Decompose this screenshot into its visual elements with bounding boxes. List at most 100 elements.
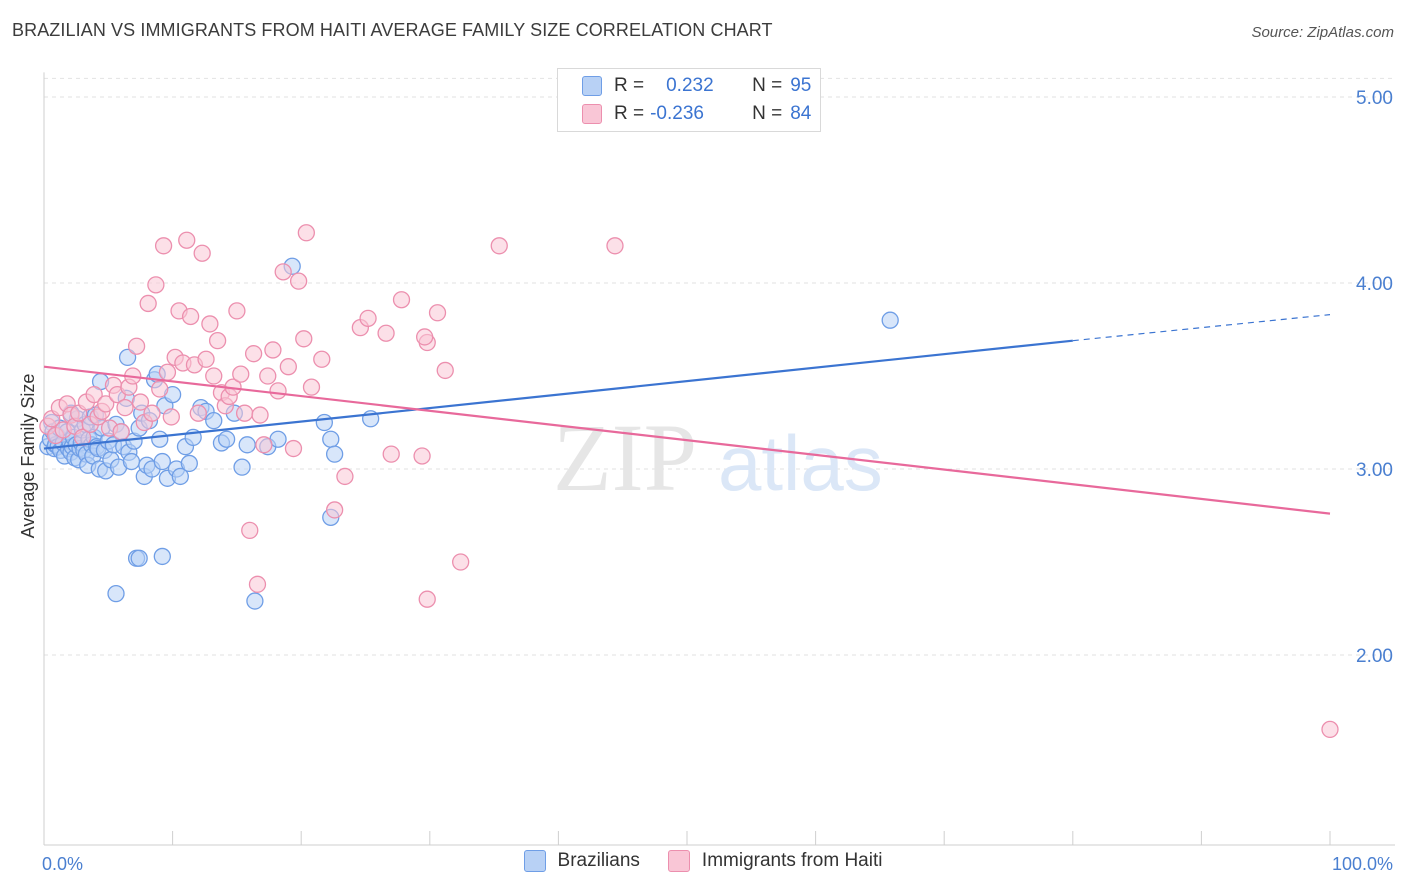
data-point	[606, 237, 624, 255]
data-point	[418, 590, 436, 608]
data-point	[153, 452, 171, 471]
data-point	[162, 408, 180, 426]
data-point	[1321, 720, 1339, 739]
data-point	[189, 404, 207, 422]
data-point	[452, 553, 470, 571]
data-point	[85, 385, 103, 404]
data-point	[181, 307, 200, 326]
data-point	[377, 324, 395, 342]
data-point	[881, 311, 899, 329]
data-point	[244, 345, 263, 363]
data-point	[180, 454, 198, 473]
data-point	[428, 304, 447, 322]
legend-r-label: R =	[614, 103, 645, 124]
axis-labels: 2.00 3.00 4.00 5.00 0.0% 100.0% Average Family…	[18, 88, 1393, 874]
data-point	[97, 395, 115, 413]
data-point	[151, 430, 169, 448]
legend-label-haiti: Immigrants from Haiti	[701, 850, 883, 871]
source-credit: Source: ZipAtlas.com	[1251, 24, 1394, 41]
data-point	[205, 367, 223, 385]
watermark: ZIP atlas	[553, 404, 883, 511]
data-point	[392, 291, 411, 309]
data-point	[139, 294, 157, 313]
data-point	[255, 436, 273, 454]
trend-line-brazilians-extension	[1072, 314, 1331, 342]
data-point	[116, 398, 134, 417]
data-point	[436, 361, 454, 380]
data-point	[193, 244, 211, 262]
data-point	[143, 404, 161, 422]
y-tick-label: 3.00	[1356, 460, 1393, 481]
x-tick-label-min: 0.0%	[42, 854, 83, 874]
data-point	[297, 224, 315, 242]
data-point	[158, 363, 177, 381]
data-point	[284, 439, 303, 458]
legend-n-value: 95	[790, 75, 812, 96]
legend-swatch-brazilians	[582, 76, 602, 96]
data-point	[232, 365, 250, 383]
data-point	[147, 276, 165, 294]
data-point	[130, 549, 148, 567]
data-point	[153, 547, 171, 566]
data-point	[238, 436, 256, 454]
legend-item-brazilians[interactable]: Brazilians	[523, 850, 640, 872]
trend-line-haiti	[43, 365, 1331, 515]
data-point	[322, 430, 340, 448]
trend-lines	[43, 314, 1331, 515]
data-point	[201, 315, 219, 333]
legend-n-value: 84	[790, 103, 812, 124]
legend-row-brazilians: R = 0.232 N = 95	[582, 72, 811, 100]
stats-legend: R = 0.232 N = 95 R = -0.236 N = 84	[557, 68, 821, 132]
data-point	[251, 406, 269, 424]
y-tick-label: 2.00	[1356, 646, 1393, 667]
data-point	[127, 337, 146, 355]
legend-row-haiti: R = -0.236 N = 84	[582, 100, 811, 128]
legend-r-label: R =	[614, 75, 645, 96]
legend-swatch-haiti	[582, 104, 602, 124]
legend-label-brazilians: Brazilians	[557, 850, 640, 871]
data-point	[233, 458, 251, 476]
data-point	[325, 445, 344, 463]
watermark-zip: ZIP	[553, 404, 697, 511]
legend-n-label: N =	[752, 75, 783, 96]
data-point	[279, 358, 297, 376]
axes	[43, 72, 1395, 846]
y-tick-label: 4.00	[1356, 274, 1393, 295]
trend-line-brazilians	[43, 339, 1073, 450]
data-point	[246, 592, 264, 610]
data-point	[313, 350, 331, 368]
y-tick-label: 5.00	[1356, 88, 1393, 109]
data-point	[259, 367, 277, 385]
data-point	[217, 430, 236, 448]
data-point	[269, 382, 287, 400]
data-point	[315, 413, 333, 432]
data-point	[228, 302, 246, 320]
data-point	[295, 330, 313, 348]
data-point	[197, 350, 215, 368]
data-point	[416, 328, 434, 346]
data-point	[112, 423, 130, 441]
gridlines	[44, 77, 1395, 656]
data-point	[274, 263, 292, 281]
data-point	[205, 411, 223, 430]
legend-item-haiti[interactable]: Immigrants from Haiti	[667, 850, 883, 872]
legend-swatch-haiti	[667, 850, 690, 872]
x-tick-label-max: 100.0%	[1332, 854, 1393, 874]
data-point	[336, 467, 354, 486]
legend-n-label: N =	[752, 103, 783, 124]
legend-r-value: -0.236	[650, 103, 704, 124]
data-point	[151, 380, 169, 398]
data-point	[325, 501, 344, 519]
data-point	[208, 332, 227, 350]
legend-r-value: 0.232	[666, 75, 714, 96]
data-point	[413, 447, 431, 465]
watermark-atlas: atlas	[718, 419, 883, 507]
y-axis-title: Average Family Size	[18, 374, 38, 539]
data-point	[490, 237, 508, 255]
data-point	[107, 584, 125, 603]
data-point	[302, 378, 321, 396]
data-point	[178, 231, 196, 249]
series-legend: Brazilians Immigrants from Haiti	[0, 850, 1406, 872]
legend-swatch-brazilians	[523, 850, 546, 872]
